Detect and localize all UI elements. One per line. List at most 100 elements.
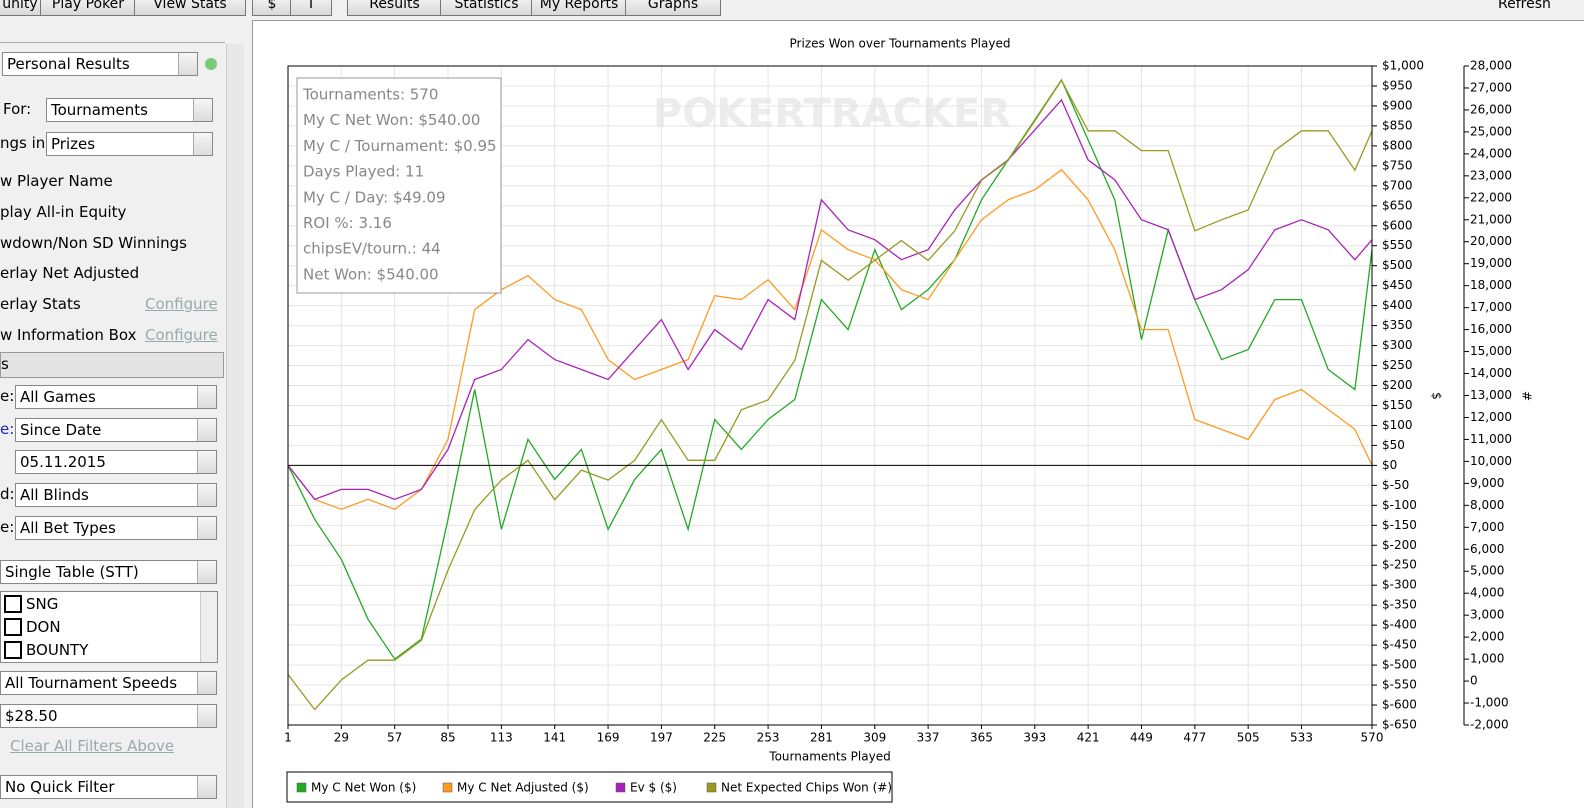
date-picker[interactable]: 05.11.2015 [15, 450, 217, 474]
checkbox[interactable] [4, 618, 22, 636]
tick-label: $850 [1382, 118, 1413, 132]
tick-label: $-650 [1382, 718, 1417, 732]
section-header[interactable]: s [0, 352, 224, 378]
tick-label: 18,000 [1470, 278, 1512, 292]
tick-label: 0 [1470, 674, 1478, 688]
info-line: ROI %: 3.16 [303, 214, 392, 232]
x-tick-label: 85 [440, 731, 455, 745]
scrollbar[interactable] [226, 44, 244, 808]
tick-label: 22,000 [1470, 190, 1512, 204]
dropdown[interactable]: Since Date [15, 418, 217, 442]
tick-label: $400 [1382, 298, 1413, 312]
dropdown[interactable]: All Tournament Speeds [0, 671, 217, 695]
tick-label: 7,000 [1470, 520, 1504, 534]
tick-label: $950 [1382, 78, 1413, 92]
x-tick-label: 1 [284, 731, 292, 745]
view-tab[interactable]: Results [347, 0, 442, 16]
configure-link[interactable]: Configure [145, 295, 218, 313]
tick-label: $-250 [1382, 558, 1417, 572]
dropdown[interactable]: All Games [15, 385, 217, 409]
x-tick-label: 337 [917, 731, 940, 745]
x-tick-label: 309 [863, 731, 886, 745]
refresh-button[interactable]: Refresh [1498, 0, 1551, 12]
series-line [287, 79, 1373, 711]
dropdown[interactable]: Single Table (STT) [0, 560, 217, 584]
option[interactable]: wdown/Non SD Winnings [0, 234, 188, 252]
filter-label: e: [0, 518, 15, 536]
tick-label: 20,000 [1470, 234, 1512, 248]
tick-label: $1,000 [1382, 59, 1424, 73]
option[interactable]: play All-in Equity [0, 203, 127, 221]
label: ngs in: [0, 134, 51, 152]
tick-label: 1,000 [1470, 652, 1504, 666]
x-tick-label: 421 [1077, 731, 1100, 745]
tick-label: 27,000 [1470, 80, 1512, 94]
legend-label: Ev $ ($) [630, 781, 677, 795]
option[interactable]: w Player Name [0, 172, 113, 190]
tick-label: 10,000 [1470, 454, 1512, 468]
dropdown[interactable]: All Bet Types [15, 516, 217, 540]
list-item[interactable]: DON [26, 618, 61, 636]
x-tick-label: 225 [703, 731, 726, 745]
dropdown[interactable]: Prizes [46, 132, 213, 156]
legend-frame [286, 771, 893, 803]
legend-label: My C Net Won ($) [311, 781, 416, 795]
x-tick-label: 197 [650, 731, 673, 745]
dropdown[interactable]: $28.50 [0, 704, 217, 728]
legend-swatch [706, 782, 717, 793]
option[interactable]: erlay Net Adjusted [0, 264, 140, 282]
dropdown[interactable]: Personal Results [2, 52, 198, 76]
y2-axis-title: # [1520, 391, 1534, 401]
legend-swatch [615, 782, 626, 793]
option[interactable]: erlay Stats [0, 295, 81, 313]
section-title: s [1, 355, 9, 373]
list-item[interactable]: BOUNTY [26, 641, 89, 659]
view-tab[interactable]: Statistics [440, 0, 533, 16]
dropdown[interactable]: Tournaments [46, 98, 213, 122]
list-scrollbar[interactable] [200, 592, 217, 662]
status-icon [205, 58, 217, 70]
list-item[interactable]: SNG [26, 595, 59, 613]
x-tick-label: 570 [1361, 731, 1384, 745]
dropdown[interactable]: All Blinds [15, 483, 217, 507]
legend: My C Net Won ($) My C Net Adjusted ($) Ev … [286, 771, 893, 803]
currency-button[interactable]: $ [252, 0, 292, 16]
filter-label: e: [0, 387, 15, 405]
tick-label: $-550 [1382, 678, 1417, 692]
view-tab[interactable]: My Reports [531, 0, 627, 16]
tick-label: $-450 [1382, 638, 1417, 652]
info-line: My C / Day: $49.09 [303, 188, 446, 206]
x-tick-label: 505 [1237, 731, 1260, 745]
series-line [287, 98, 1373, 501]
tick-label: $50 [1382, 438, 1405, 452]
clear-link[interactable]: Clear All Filters Above [10, 737, 175, 755]
tab[interactable]: Play Poker [40, 0, 136, 16]
tick-label: 26,000 [1470, 102, 1512, 116]
x-tick-label: 253 [757, 731, 780, 745]
x-tick-label: 57 [387, 731, 402, 745]
view-tab[interactable]: Graphs [625, 0, 721, 16]
checkbox[interactable] [4, 595, 22, 613]
x-tick-label: 169 [597, 731, 620, 745]
tick-label: $600 [1382, 218, 1413, 232]
legend-label: Net Expected Chips Won (#) [721, 781, 892, 795]
tab[interactable]: View Stats [134, 0, 246, 16]
x-tick-label: 29 [334, 731, 349, 745]
checkbox[interactable] [4, 641, 22, 659]
sidebar: Personal Results For: Tournaments ngs in… [0, 20, 248, 808]
info-line: My C / Tournament: $0.95 [303, 137, 497, 155]
configure-link[interactable]: Configure [145, 326, 218, 344]
option[interactable]: w Information Box [0, 326, 137, 344]
x-tick-label: 393 [1023, 731, 1046, 745]
x-tick-label: 477 [1183, 731, 1206, 745]
tick-label: $900 [1382, 98, 1413, 112]
tab[interactable]: unity [0, 0, 42, 16]
tick-label: $0 [1382, 458, 1397, 472]
currency-button[interactable]: T [290, 0, 332, 16]
legend-label: My C Net Adjusted ($) [457, 781, 589, 795]
tick-label: $300 [1382, 338, 1413, 352]
tick-label: 24,000 [1470, 146, 1512, 160]
tick-label: $-200 [1382, 538, 1417, 552]
tick-label: 8,000 [1470, 498, 1504, 512]
dropdown[interactable]: No Quick Filter [0, 775, 217, 799]
